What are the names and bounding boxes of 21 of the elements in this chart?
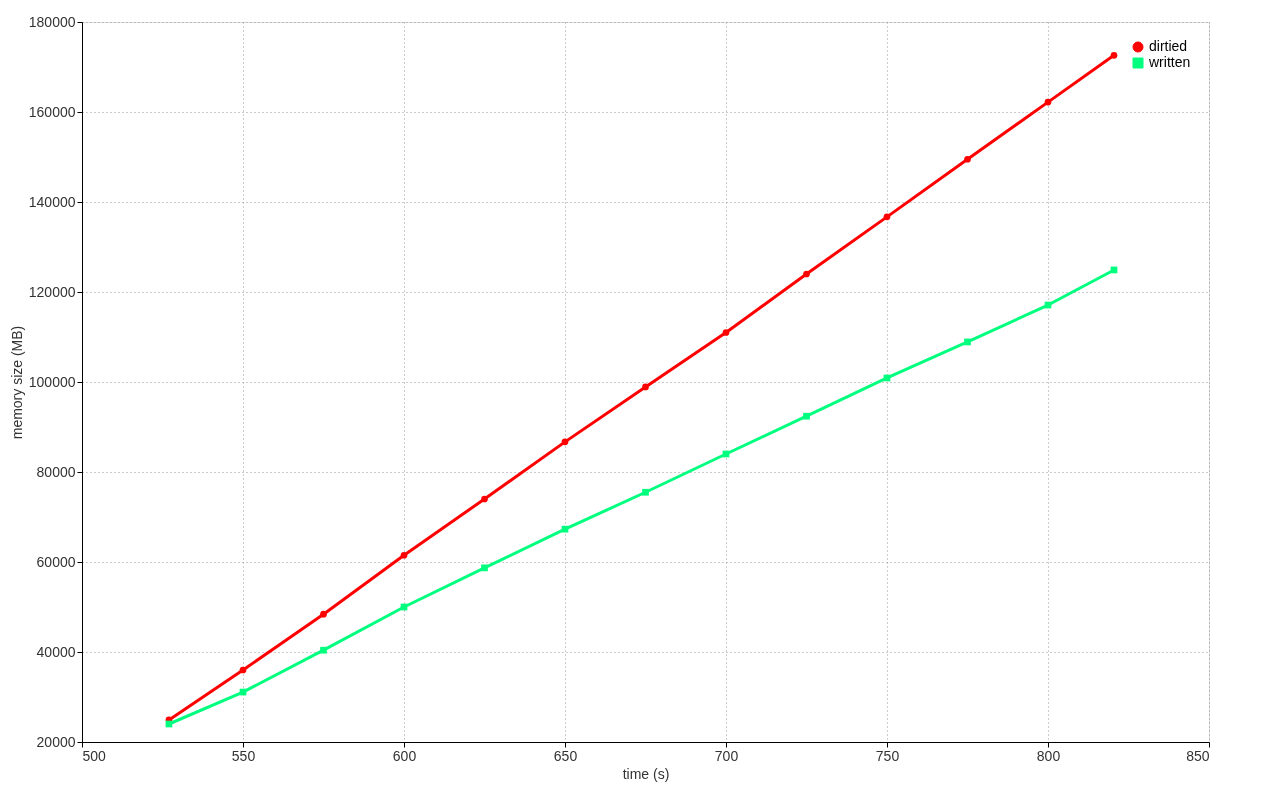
y-tick-label: 40000	[36, 643, 76, 660]
x-tick-label: 850	[1186, 747, 1210, 764]
y-tick-label: 140000	[28, 193, 76, 210]
x-tick-label: 700	[714, 747, 739, 764]
x-tick-label: 650	[553, 747, 578, 764]
y-tick-label: 80000	[36, 463, 76, 480]
y-tick-label: 20000	[36, 733, 76, 750]
y-tick-label: 120000	[28, 283, 76, 300]
x-tick-label: 750	[875, 747, 900, 764]
x-axis-title: time (s)	[622, 765, 670, 782]
y-axis-title: memory size (MB)	[8, 325, 25, 440]
y-tick-label: 60000	[36, 553, 76, 570]
x-tick-label: 800	[1036, 747, 1061, 764]
y-tick-label: 100000	[28, 373, 76, 390]
y-tick-label: 180000	[28, 13, 76, 30]
y-tick-label: 160000	[28, 103, 76, 120]
x-tick-label: 550	[231, 747, 256, 764]
x-tick-label: 500	[82, 747, 107, 764]
x-tick-label: 600	[392, 747, 417, 764]
legend-label: written	[1148, 54, 1191, 70]
legend-label: dirtied	[1149, 38, 1188, 54]
